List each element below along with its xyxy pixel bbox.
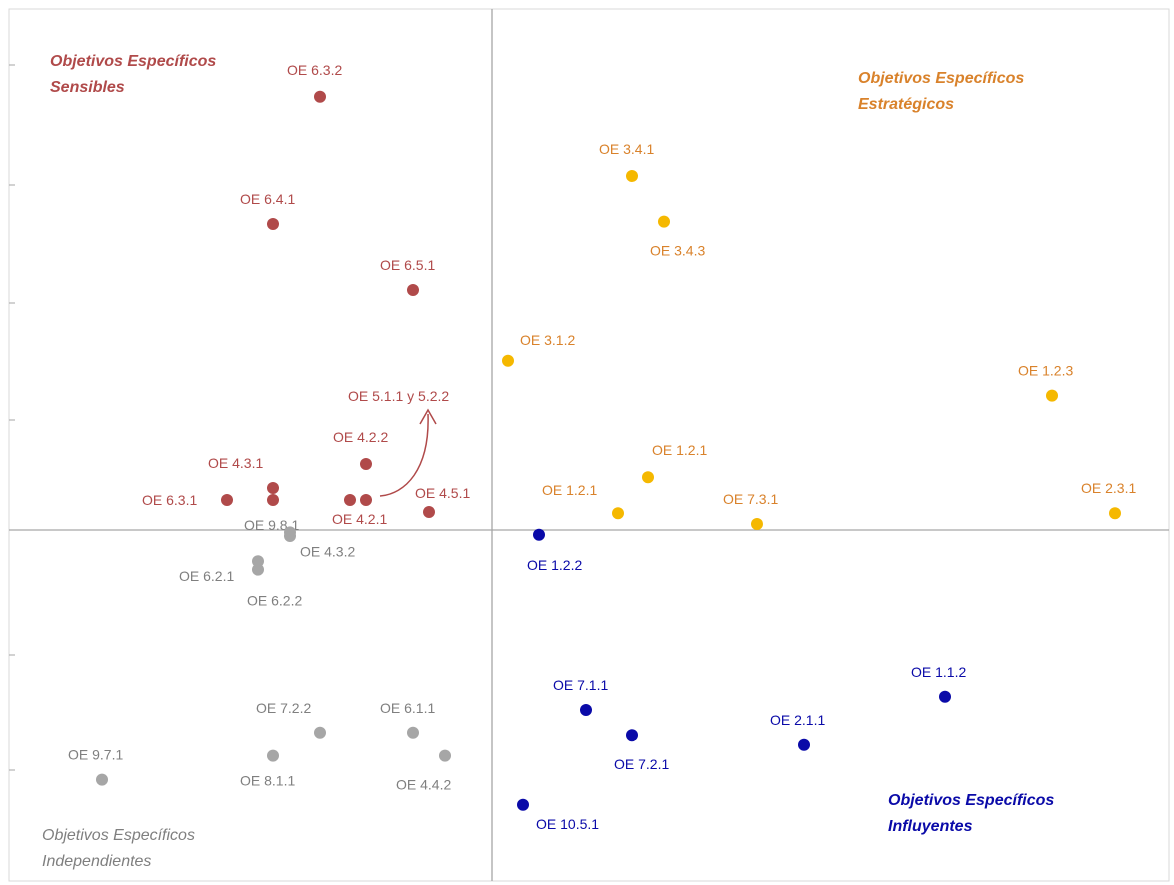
- data-point-sensibles: [344, 494, 356, 506]
- data-label-independientes: OE 9.7.1: [68, 747, 123, 763]
- data-label-estrategicos: OE 1.2.3: [1018, 363, 1073, 379]
- annotation-arrow: [379, 413, 429, 497]
- data-point-influyentes: [533, 528, 545, 541]
- quadrant-title-estrategicos: Estratégicos: [858, 96, 954, 113]
- data-point-independientes: [314, 726, 326, 739]
- data-point-sensibles: [360, 494, 372, 506]
- data-label-independientes: OE 6.2.1: [179, 568, 234, 584]
- data-label-influyentes: OE 1.1.2: [911, 664, 966, 680]
- data-point-sensibles: [314, 90, 326, 103]
- data-label-sensibles: OE 4.2.2: [333, 429, 388, 445]
- data-point-influyentes: [626, 729, 638, 742]
- data-label-independientes: OE 6.1.1: [380, 700, 435, 716]
- data-label-estrategicos: OE 7.3.1: [723, 491, 778, 507]
- data-label-influyentes: OE 7.1.1: [553, 677, 608, 693]
- data-label-sensibles: OE 4.2.1: [332, 511, 387, 527]
- data-label-influyentes: OE 2.1.1: [770, 712, 825, 728]
- data-label-estrategicos: OE 3.1.2: [520, 332, 575, 348]
- data-point-independientes: [439, 749, 451, 762]
- quadrant-title-influyentes: Influyentes: [888, 818, 973, 835]
- data-point-sensibles: [360, 458, 372, 470]
- data-point-influyentes: [580, 704, 592, 716]
- quadrant-title-estrategicos: Objetivos Específicos: [858, 70, 1024, 87]
- data-label-independientes: OE 6.2.2: [247, 593, 302, 609]
- quadrant-title-sensibles: Objetivos Específicos: [50, 53, 216, 70]
- data-label-influyentes: OE 10.5.1: [536, 816, 599, 832]
- data-label-estrategicos: OE 1.2.1: [542, 482, 597, 498]
- data-point-sensibles: [267, 218, 279, 230]
- plot-frame: [8, 8, 1170, 882]
- data-label-independientes: OE 7.2.2: [256, 700, 311, 716]
- data-point-influyentes: [517, 798, 529, 811]
- data-point-sensibles: [423, 506, 435, 518]
- data-label-influyentes: OE 7.2.1: [614, 756, 669, 772]
- data-point-sensibles: [267, 494, 279, 506]
- data-label-estrategicos: OE 1.2.1: [652, 442, 707, 458]
- data-point-sensibles: [221, 494, 233, 506]
- data-label-estrategicos: OE 2.3.1: [1081, 480, 1136, 496]
- data-label-sensibles: OE 4.5.1: [415, 485, 470, 501]
- data-point-sensibles: [267, 482, 279, 494]
- data-point-estrategicos: [642, 471, 654, 484]
- annotation-arrowhead: [419, 408, 437, 425]
- data-label-independientes: OE 4.3.2: [300, 543, 355, 559]
- data-point-independientes: [407, 726, 419, 739]
- data-point-independientes: [267, 749, 279, 762]
- data-label-influyentes: OE 1.2.2: [527, 557, 582, 573]
- data-point-estrategicos: [1109, 507, 1121, 520]
- data-point-estrategicos: [751, 518, 763, 530]
- data-point-independientes: [96, 773, 108, 786]
- data-label-sensibles: OE 6.5.1: [380, 257, 435, 273]
- quadrant-title-independientes: Objetivos Específicos: [42, 827, 195, 844]
- data-point-influyentes: [798, 738, 810, 751]
- data-point-influyentes: [939, 690, 951, 703]
- data-label-sensibles: OE 4.3.1: [208, 455, 263, 471]
- data-label-independientes: OE 4.4.2: [396, 777, 451, 793]
- quadrant-title-sensibles: Sensibles: [50, 79, 125, 96]
- data-point-estrategicos: [1046, 389, 1058, 402]
- quadrant-title-independientes: Independientes: [42, 853, 151, 870]
- data-point-estrategicos: [612, 507, 624, 520]
- data-point-independientes: [284, 526, 296, 539]
- data-point-independientes: [252, 555, 264, 568]
- data-point-estrategicos: [626, 170, 638, 182]
- quadrant-title-influyentes: Objetivos Específicos: [888, 792, 1054, 809]
- data-point-estrategicos: [658, 215, 670, 228]
- data-point-estrategicos: [502, 354, 514, 367]
- data-label-sensibles: OE 6.3.2: [287, 62, 342, 78]
- data-label-sensibles: OE 6.4.1: [240, 191, 295, 207]
- data-label-estrategicos: OE 3.4.1: [599, 141, 654, 157]
- data-label-independientes: OE 8.1.1: [240, 773, 295, 789]
- data-label-sensibles: OE 6.3.1: [142, 492, 197, 508]
- data-point-independientes: [252, 563, 264, 576]
- data-label-estrategicos: OE 3.4.3: [650, 243, 705, 259]
- data-point-sensibles: [407, 284, 419, 296]
- annotation-label: OE 5.1.1 y 5.2.2: [348, 388, 449, 404]
